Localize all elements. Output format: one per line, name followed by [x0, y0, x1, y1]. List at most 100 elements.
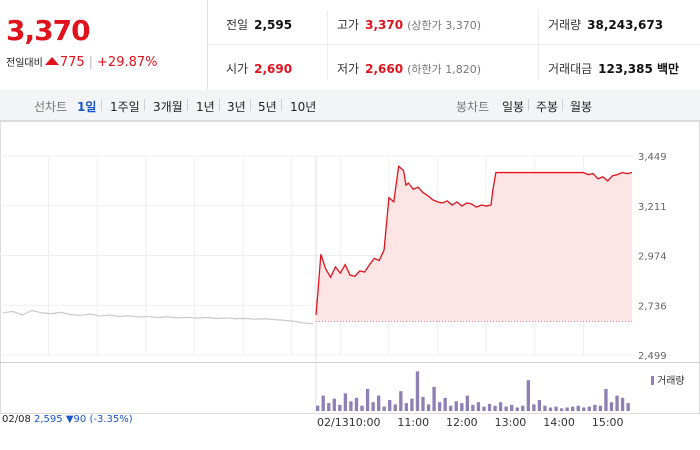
prev-change-percent: (-3.35%): [89, 414, 133, 425]
volume-bar: [515, 407, 519, 411]
volume-bar: [598, 405, 603, 411]
volume-bar: [604, 389, 608, 411]
volume-bar: [559, 408, 564, 411]
volume-bar: [510, 404, 514, 411]
stat-prev-close: 전일 2,595: [226, 18, 293, 32]
volume-bar: [565, 407, 569, 411]
candle-weekly[interactable]: 주봉: [536, 100, 559, 114]
candle-chart-label: 봉차트: [456, 100, 490, 114]
volume-legend: 거래량: [657, 375, 685, 387]
quote-header: 3,370 전일대비 775 | +29.87% 전일 2,595 고가 3,370 (상한…: [0, 0, 700, 91]
prev-price: 2,595: [34, 414, 63, 425]
stat-trade-value: 거래대금 123,385 백만: [548, 62, 680, 76]
volume-bar: [432, 386, 436, 411]
volume-bar: [476, 402, 481, 411]
volume-bar: [620, 397, 625, 411]
volume-bar: [437, 402, 442, 411]
candle-monthly[interactable]: 월봉: [570, 100, 593, 114]
volume-bar: [426, 404, 431, 411]
line-chart-label: 선차트: [34, 100, 68, 114]
x-tick-label: 15:00: [592, 416, 624, 429]
volume-bar: [338, 404, 342, 411]
volume-bar: [332, 398, 336, 411]
volume-bar: [421, 396, 425, 411]
volume-bar: [593, 404, 597, 411]
x-tick-label: 10:00: [349, 416, 381, 429]
stat-open: 시가 2,690: [226, 62, 293, 76]
volume-bar: [532, 404, 536, 411]
volume-bar: [498, 402, 503, 411]
volume-bar: [404, 403, 409, 411]
volume-bar: [393, 404, 397, 411]
volume-bar: [587, 406, 591, 411]
period-10y[interactable]: 10년: [290, 100, 317, 114]
volume-bar: [388, 400, 392, 411]
volume-bar: [376, 395, 381, 411]
volume-bar: [548, 407, 553, 411]
y-tick-label: 2,499: [638, 351, 667, 362]
y-tick-label: 3,449: [638, 152, 667, 163]
volume-bar: [321, 395, 325, 411]
volume-bar: [543, 405, 547, 411]
volume-bar: [465, 395, 470, 411]
volume-bar: [349, 401, 353, 411]
period-3m[interactable]: 3개월: [153, 100, 183, 114]
period-3y[interactable]: 3년: [227, 100, 246, 114]
volume-bar: [343, 393, 348, 411]
period-1d[interactable]: 1일: [77, 100, 97, 114]
volume-bar: [371, 402, 375, 411]
volume-bar: [454, 401, 458, 411]
volume-bar: [504, 406, 508, 411]
volume-bar: [537, 400, 542, 411]
volume-bar: [443, 397, 447, 411]
x-tick-label: 14:00: [543, 416, 575, 429]
volume-bar: [582, 407, 586, 411]
volume-bar: [493, 405, 497, 411]
volume-bar: [576, 405, 580, 411]
y-tick-label: 2,974: [638, 252, 667, 263]
x-tick-label: 11:00: [397, 416, 429, 429]
price-change: 전일대비 775 | +29.87%: [6, 55, 158, 70]
period-5y[interactable]: 5년: [258, 100, 277, 114]
stat-volume: 거래량 38,243,673: [548, 18, 664, 32]
stat-high: 고가 3,370 (상한가 3,370): [337, 18, 481, 32]
period-1w[interactable]: 1주일: [110, 100, 140, 114]
prev-day-line: [2, 309, 314, 325]
volume-bar: [571, 406, 575, 411]
chart-toolbar: 선차트 1일 1주일 3개월 1년 3년 5년 10년 봉차트 일봉 주봉 월봉: [0, 90, 700, 121]
volume-bar: [521, 405, 525, 411]
y-tick-label: 3,211: [638, 202, 667, 213]
volume-bar: [626, 403, 630, 411]
stat-low: 저가 2,660 (하한가 1,820): [337, 62, 481, 76]
x-tick-label: 02/13: [317, 416, 349, 429]
volume-bar: [482, 406, 486, 411]
change-percent: +29.87%: [97, 55, 158, 70]
volume-bar: [327, 403, 331, 411]
x-tick-label: 13:00: [495, 416, 527, 429]
volume-legend-swatch: [651, 376, 654, 385]
up-arrow-icon: [44, 57, 59, 65]
volume-bar: [399, 391, 403, 411]
volume-bar: [471, 404, 475, 411]
divider: [207, 0, 208, 90]
down-arrow-icon: ▼: [65, 414, 74, 425]
volume-bar: [382, 406, 386, 411]
volume-bar: [609, 402, 614, 411]
volume-bar: [365, 389, 370, 411]
price-area: [316, 166, 632, 322]
x-tick-label: 12:00: [446, 416, 478, 429]
candle-daily[interactable]: 일봉: [502, 100, 525, 114]
volume-bar: [354, 397, 359, 411]
volume-bar: [460, 403, 464, 411]
period-1y[interactable]: 1년: [196, 100, 215, 114]
price-chart: 3,449 3,211 2,974 2,736 2,499 거래량 02/13 10:00 11…: [0, 121, 700, 429]
change-amount: 775: [59, 55, 85, 70]
volume-bar: [415, 371, 420, 411]
volume-bar: [526, 380, 530, 411]
volume-bar: [410, 398, 414, 411]
price-line: [315, 164, 633, 316]
change-label: 전일대비: [6, 58, 43, 69]
volume-bar: [487, 403, 492, 411]
volume-bar: [615, 395, 619, 411]
prev-date: 02/08: [2, 414, 31, 425]
